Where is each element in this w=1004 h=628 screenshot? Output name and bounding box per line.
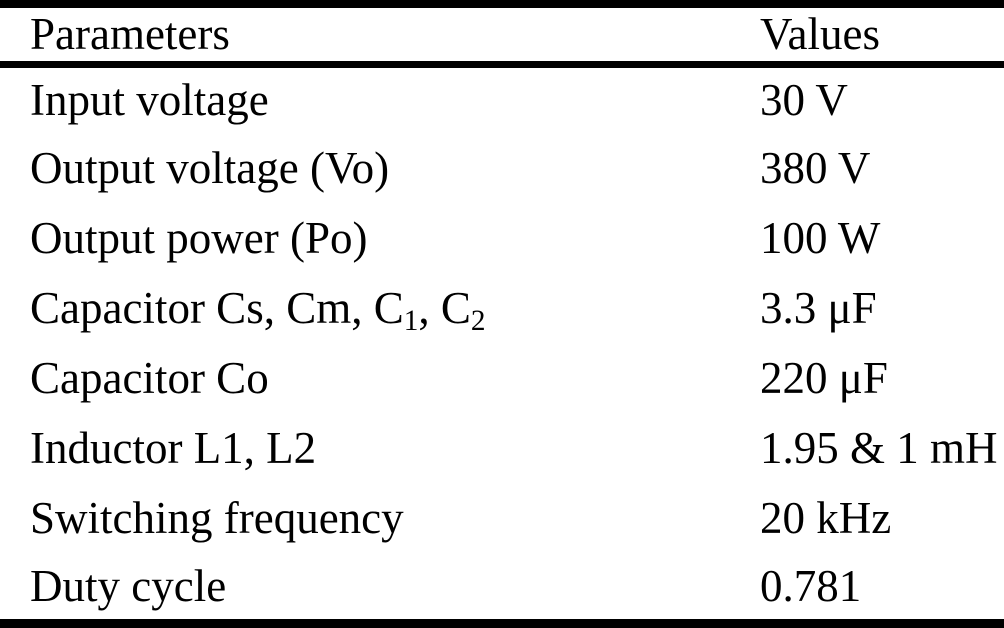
subscript-text: 1	[403, 304, 419, 337]
column-header-parameters: Parameters	[0, 4, 758, 68]
value-cell: 20 kHz	[760, 493, 892, 544]
table-row: Input voltage 30 V	[0, 64, 1004, 134]
subscript-text: 2	[470, 304, 486, 337]
header-row: Parameters Values	[0, 4, 1004, 68]
parameter-cell: Output voltage (Vo)	[30, 143, 390, 194]
value-cell: 1.95 & 1 mH	[760, 423, 998, 474]
value-cell: 3.3 μF	[760, 283, 877, 334]
parameter-cell: Switching frequency	[30, 493, 404, 544]
table-body: Input voltage 30 V Output voltage (Vo) 380 …	[0, 64, 1004, 624]
table-row: Output voltage (Vo) 380 V	[0, 134, 1004, 204]
value-cell: 0.781	[760, 560, 862, 611]
value-cell: 30 V	[760, 75, 848, 126]
parameter-cell: Capacitor Cs, Cm, C1, C2	[30, 283, 486, 337]
table-row: Output power (Po) 100 W	[0, 204, 1004, 274]
parameter-cell: Inductor L1, L2	[30, 423, 317, 474]
table-row: Inductor L1, L2 1.95 & 1 mH	[0, 414, 1004, 484]
table-row: Capacitor Cs, Cm, C1, C2 3.3 μF	[0, 274, 1004, 344]
parameter-cell: Input voltage	[30, 75, 269, 126]
parameter-cell: Capacitor Co	[30, 353, 269, 404]
value-cell: 220 μF	[760, 353, 888, 404]
parameter-cell: Duty cycle	[30, 560, 227, 611]
table-row: Capacitor Co 220 μF	[0, 344, 1004, 414]
column-header-values: Values	[758, 4, 1004, 68]
table-header: Parameters Values	[0, 4, 1004, 68]
table-row: Switching frequency 20 kHz	[0, 484, 1004, 554]
parameter-cell: Output power (Po)	[30, 213, 368, 264]
table-row: Duty cycle 0.781	[0, 554, 1004, 624]
value-cell: 380 V	[760, 143, 871, 194]
value-cell: 100 W	[760, 213, 881, 264]
